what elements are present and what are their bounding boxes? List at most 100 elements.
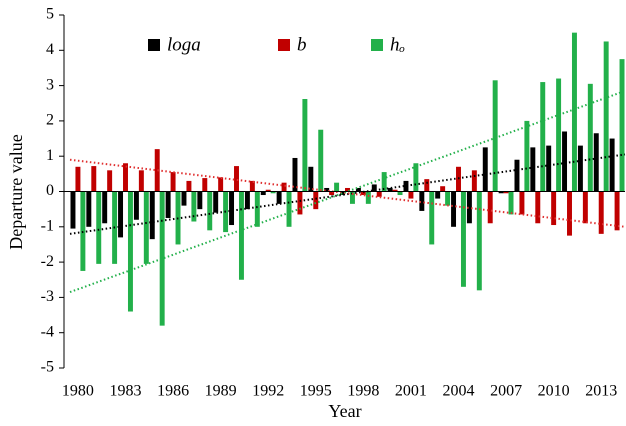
trend-line (69, 158, 626, 228)
bar (96, 191, 102, 264)
bar (619, 59, 625, 192)
bar (556, 78, 562, 192)
x-axis-label: Year (328, 401, 361, 421)
bar (102, 191, 108, 224)
bar (424, 179, 430, 192)
bar (487, 191, 493, 224)
bar (159, 191, 165, 326)
bar (297, 191, 303, 215)
bar (546, 145, 552, 192)
bar (91, 166, 97, 192)
bar (508, 191, 514, 215)
bar (587, 83, 593, 192)
bar (577, 145, 583, 192)
bar (229, 191, 235, 226)
bar (598, 191, 604, 234)
bar (440, 186, 446, 192)
y-tick-label: 5 (46, 6, 54, 23)
bar (270, 191, 276, 194)
legend-swatch (371, 39, 383, 51)
bar (530, 147, 536, 192)
bar (165, 191, 171, 218)
bar (127, 191, 133, 312)
bar (340, 191, 346, 196)
bar (514, 159, 520, 192)
x-tick-label: 1989 (205, 383, 237, 400)
bar (535, 191, 541, 224)
bar (603, 41, 609, 192)
bar (154, 149, 160, 192)
y-tick-label: 1 (46, 147, 54, 164)
y-tick-label: -4 (41, 323, 54, 340)
bar (551, 191, 557, 226)
x-tick-label: 1980 (62, 383, 94, 400)
bar (435, 191, 441, 199)
bar (281, 182, 287, 192)
bar (365, 191, 371, 204)
y-tick-label: 2 (46, 112, 54, 129)
y-tick-label: -5 (41, 359, 54, 376)
bar (392, 189, 398, 192)
x-tick-label: 2007 (490, 383, 522, 400)
y-tick-label: -3 (41, 288, 54, 305)
bar (471, 170, 477, 192)
y-tick-label: -2 (41, 253, 54, 270)
bar (181, 191, 187, 206)
bar (302, 99, 308, 192)
bar (260, 191, 266, 196)
y-tick-label: 0 (46, 182, 54, 199)
bar (207, 191, 213, 231)
bar (218, 177, 224, 192)
bar (244, 191, 250, 210)
trend-line (69, 153, 626, 235)
bar (524, 120, 530, 192)
bar (419, 191, 425, 211)
bar (492, 80, 498, 192)
legend-label: hₒ (390, 34, 405, 55)
bar (614, 191, 620, 231)
y-tick-label: 3 (46, 76, 54, 93)
bar (519, 191, 525, 215)
bar (376, 191, 382, 197)
bar (466, 191, 472, 224)
bar (371, 184, 377, 192)
bar (562, 131, 568, 192)
bar (118, 191, 124, 238)
bar (445, 191, 451, 206)
bar (476, 191, 482, 291)
legend-swatch (148, 39, 160, 51)
y-tick-label: -1 (41, 217, 54, 234)
bar (381, 172, 387, 192)
bar (609, 138, 615, 192)
x-tick-label: 1986 (157, 383, 189, 400)
bar (170, 172, 176, 192)
bar (413, 163, 419, 192)
bar (540, 82, 546, 192)
bar (345, 187, 350, 192)
bar (324, 187, 330, 192)
y-axis-label: Departure value (6, 134, 26, 249)
x-tick-label: 1992 (252, 383, 284, 400)
bar (133, 191, 139, 220)
bar (149, 191, 155, 240)
bar (197, 191, 203, 210)
bar (397, 191, 403, 196)
x-tick-label: 1983 (110, 383, 142, 400)
legend-label: b (297, 34, 307, 55)
bar (355, 187, 361, 192)
bar (349, 191, 355, 204)
bar (334, 182, 340, 192)
bar (213, 191, 219, 213)
bar (265, 189, 271, 192)
bar (403, 180, 409, 192)
bar (593, 133, 599, 192)
bar (460, 191, 466, 287)
bar (143, 191, 149, 264)
bar (329, 191, 335, 196)
x-tick-label: 2010 (538, 383, 570, 400)
bar (503, 191, 509, 194)
x-tick-label: 1998 (347, 383, 379, 400)
bar (571, 32, 577, 192)
legend-swatch (278, 39, 290, 51)
bar (567, 191, 572, 236)
